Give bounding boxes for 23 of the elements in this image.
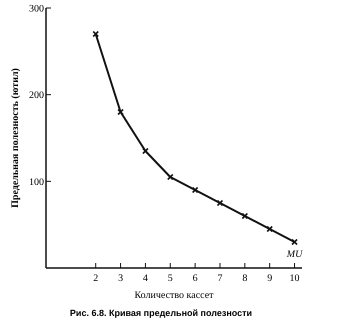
- y-tick-label: 300: [29, 4, 44, 14]
- x-tick-label: 8: [242, 273, 248, 284]
- y-tick-label: 200: [29, 90, 44, 102]
- x-axis-title: Количество кассет: [134, 290, 214, 301]
- text: Рис. 6.8. Кривая предельной полезности: [70, 308, 252, 318]
- x-tick-label: 6: [192, 273, 198, 284]
- x-tick-label: 2: [93, 273, 98, 284]
- point: [142, 148, 149, 154]
- point: [242, 212, 248, 220]
- x-tick-label: 4: [142, 273, 148, 284]
- annotation: MU: [286, 249, 304, 260]
- point: [117, 108, 124, 116]
- x-tick-label: 9: [267, 273, 272, 284]
- x-tick-label: 5: [168, 273, 173, 284]
- point: [192, 186, 198, 194]
- x-tick-label: 10: [290, 273, 300, 284]
- point: [266, 226, 273, 232]
- y-axis-title: Предельная полезность (ютил): [10, 68, 21, 208]
- point: [166, 174, 174, 180]
- y-tick-label: 100: [29, 176, 44, 188]
- x-tick-label: 7: [217, 273, 222, 284]
- point: [216, 200, 224, 206]
- x-tick-label: 3: [118, 273, 124, 284]
